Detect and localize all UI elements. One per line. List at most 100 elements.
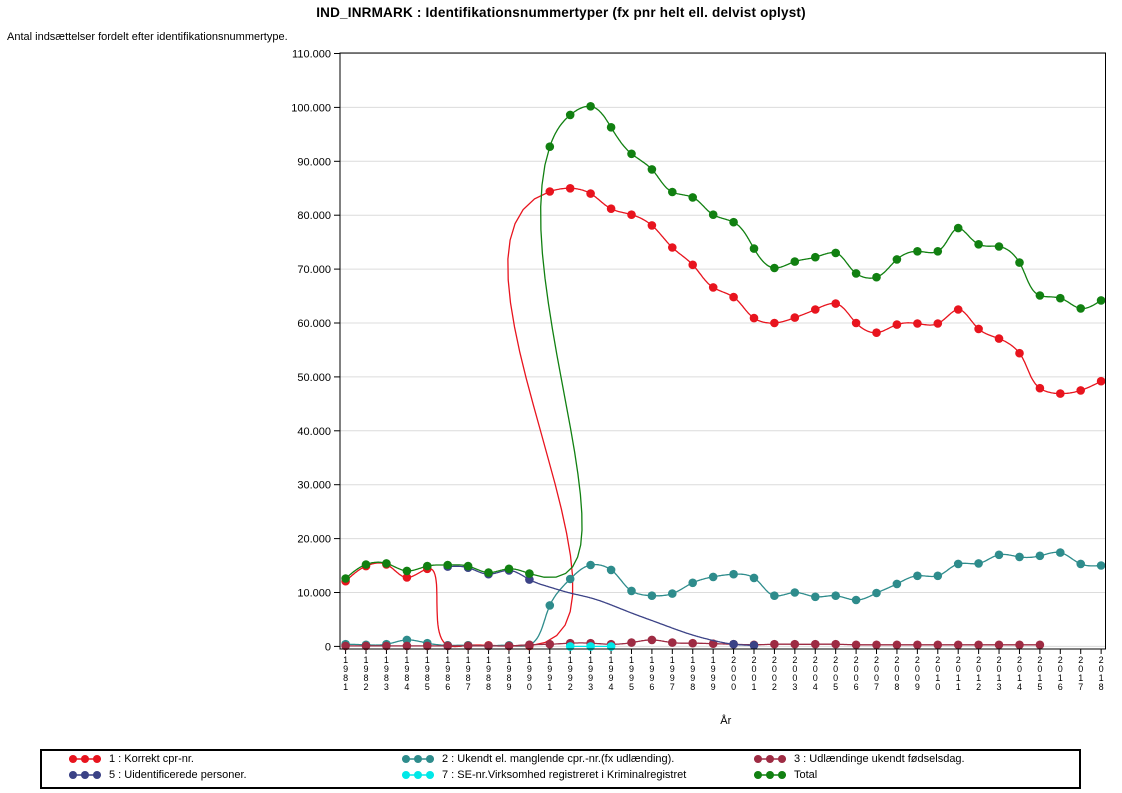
data-point (953, 223, 963, 233)
data-point (933, 319, 943, 328)
plot-frame (339, 52, 1106, 650)
data-point (1015, 258, 1024, 267)
data-point (872, 588, 881, 598)
data-point (913, 247, 922, 256)
data-point (627, 210, 636, 219)
data-point (974, 559, 983, 568)
data-point (423, 641, 432, 651)
data-point (463, 561, 473, 571)
data-point (811, 592, 820, 602)
y-tick-label: 30.000 (297, 480, 331, 492)
data-point (525, 569, 534, 578)
data-point (708, 283, 718, 292)
data-point (484, 641, 493, 651)
legend-marker (69, 755, 101, 763)
legend-label: 1 : Korrekt cpr-nr. (109, 753, 194, 765)
data-point (994, 640, 1004, 650)
data-point (1056, 293, 1065, 303)
data-point (872, 328, 881, 338)
data-point (953, 305, 963, 314)
series-3-udl-ndinge-ukendt-f-dselsdag- (341, 635, 1045, 651)
series-total (341, 102, 1106, 583)
data-point (933, 247, 943, 256)
legend-label: 5 : Uidentificerede personer. (109, 769, 247, 781)
data-point (586, 102, 595, 111)
data-point (749, 573, 759, 583)
y-tick-label: 100.000 (291, 102, 331, 114)
y-tick-label: 70.000 (297, 264, 331, 276)
data-point (688, 193, 697, 202)
data-point (872, 272, 881, 282)
data-point (382, 641, 391, 651)
data-point (953, 640, 963, 650)
legend: 1 : Korrekt cpr-nr. 2 : Ukendt el. mangl… (40, 749, 1081, 789)
data-point (586, 189, 595, 198)
data-point (647, 591, 657, 600)
line-chart-plot: 0 10.000 20.000 30.000 40.000 50.000 60.000 70.… (291, 49, 1106, 727)
chart-title: IND_INRMARK : Identifikationsnummertyper… (316, 5, 806, 20)
data-point (606, 123, 616, 132)
legend-marker (69, 771, 101, 779)
data-point (892, 255, 902, 264)
data-point (729, 639, 738, 649)
data-point (790, 257, 800, 266)
data-point (586, 560, 595, 570)
data-point (1056, 389, 1065, 398)
data-point (1076, 304, 1085, 313)
data-point (831, 248, 840, 258)
y-tick-label: 10.000 (297, 588, 331, 600)
data-point (913, 571, 922, 581)
data-point (770, 639, 779, 649)
data-point (361, 560, 371, 569)
legend-label: 3 : Udlændinge ukendt fødselsdag. (794, 753, 965, 765)
data-point (1076, 559, 1085, 569)
data-point (1076, 386, 1085, 395)
data-point (606, 204, 616, 213)
data-point (688, 260, 697, 270)
data-point (606, 565, 616, 575)
data-point (851, 595, 861, 605)
series-line (345, 105, 1102, 579)
data-point (851, 640, 861, 650)
data-point (463, 641, 473, 651)
legend-item: 3 : Udlændinge ukendt fødselsdag. (753, 753, 965, 765)
data-point (708, 210, 718, 219)
data-point (831, 639, 840, 649)
data-point (1035, 383, 1045, 393)
data-point (1015, 640, 1024, 650)
data-point (627, 149, 636, 159)
data-point (688, 638, 697, 648)
data-point (1056, 548, 1065, 557)
data-point (913, 640, 922, 650)
data-point (647, 221, 657, 230)
y-tick-label: 20.000 (297, 534, 331, 546)
data-point (749, 641, 759, 650)
data-point (892, 320, 902, 329)
data-point (525, 640, 534, 650)
legend-marker (754, 755, 786, 763)
data-point (402, 573, 412, 582)
data-point (402, 635, 412, 645)
y-tick-label: 50.000 (297, 372, 331, 384)
data-point (545, 142, 555, 151)
data-point (994, 550, 1004, 560)
data-point (811, 639, 820, 649)
data-point (1096, 296, 1106, 305)
data-point (790, 639, 800, 649)
